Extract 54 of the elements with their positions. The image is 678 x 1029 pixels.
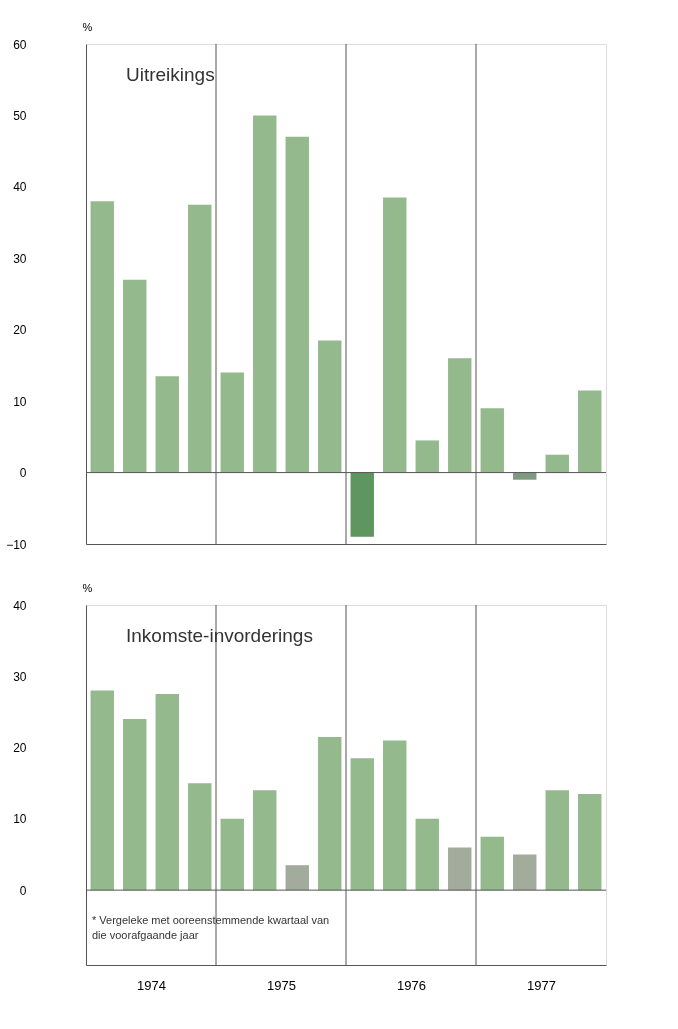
bar bbox=[545, 454, 569, 473]
x-tick-label: 1975 bbox=[267, 977, 296, 993]
y-tick-label: 30 bbox=[13, 251, 27, 266]
bar bbox=[220, 372, 244, 473]
bar bbox=[318, 340, 342, 473]
x-tick-label: 1976 bbox=[397, 977, 426, 993]
y-tick-label: 30 bbox=[13, 669, 27, 684]
bar bbox=[285, 136, 309, 473]
y-tick-label: 40 bbox=[13, 180, 27, 195]
y-axis-title: % bbox=[82, 581, 93, 594]
y-tick-label: 60 bbox=[13, 37, 27, 52]
y-tick-label: 20 bbox=[13, 323, 27, 338]
y-tick-label: 20 bbox=[13, 741, 27, 756]
bar bbox=[123, 279, 147, 473]
bar bbox=[415, 818, 439, 891]
y-tick-label: 0 bbox=[19, 466, 27, 481]
bar bbox=[350, 472, 374, 537]
y-axis-title: % bbox=[82, 20, 93, 33]
annotation: * Vergeleke met ooreenstemmende kwartaal van die voorafgaande jaar bbox=[92, 914, 330, 941]
bar bbox=[90, 690, 114, 891]
bar bbox=[448, 847, 472, 891]
bar bbox=[253, 790, 277, 891]
bar bbox=[90, 201, 114, 473]
bar bbox=[220, 818, 244, 891]
y-tick-label: 10 bbox=[13, 812, 27, 827]
bar bbox=[513, 472, 537, 480]
bar bbox=[285, 865, 309, 891]
bar bbox=[415, 440, 439, 473]
bar bbox=[350, 758, 374, 891]
bar bbox=[123, 719, 147, 891]
bar bbox=[155, 376, 179, 473]
bar bbox=[318, 736, 342, 891]
y-tick-label: 50 bbox=[13, 108, 27, 123]
x-tick-label: 1977 bbox=[527, 977, 556, 993]
bar bbox=[480, 408, 504, 473]
bar bbox=[383, 197, 407, 473]
bar bbox=[188, 783, 212, 891]
y-tick-label: 40 bbox=[13, 598, 27, 613]
bar bbox=[480, 836, 504, 891]
y-tick-label: −10 bbox=[6, 537, 27, 552]
bar bbox=[383, 740, 407, 891]
y-tick-label: 10 bbox=[13, 394, 27, 409]
bar bbox=[253, 115, 277, 473]
text: Uitreikings bbox=[126, 64, 215, 85]
bar bbox=[513, 854, 537, 891]
y-tick-label: 0 bbox=[19, 883, 27, 898]
text: Inkomste-invorderings bbox=[126, 625, 313, 646]
bar bbox=[578, 390, 602, 473]
x-tick-label: 1974 bbox=[137, 977, 166, 993]
bar bbox=[155, 694, 179, 891]
bar bbox=[448, 358, 472, 473]
bar bbox=[545, 790, 569, 891]
bar bbox=[188, 204, 212, 473]
bar bbox=[578, 793, 602, 891]
